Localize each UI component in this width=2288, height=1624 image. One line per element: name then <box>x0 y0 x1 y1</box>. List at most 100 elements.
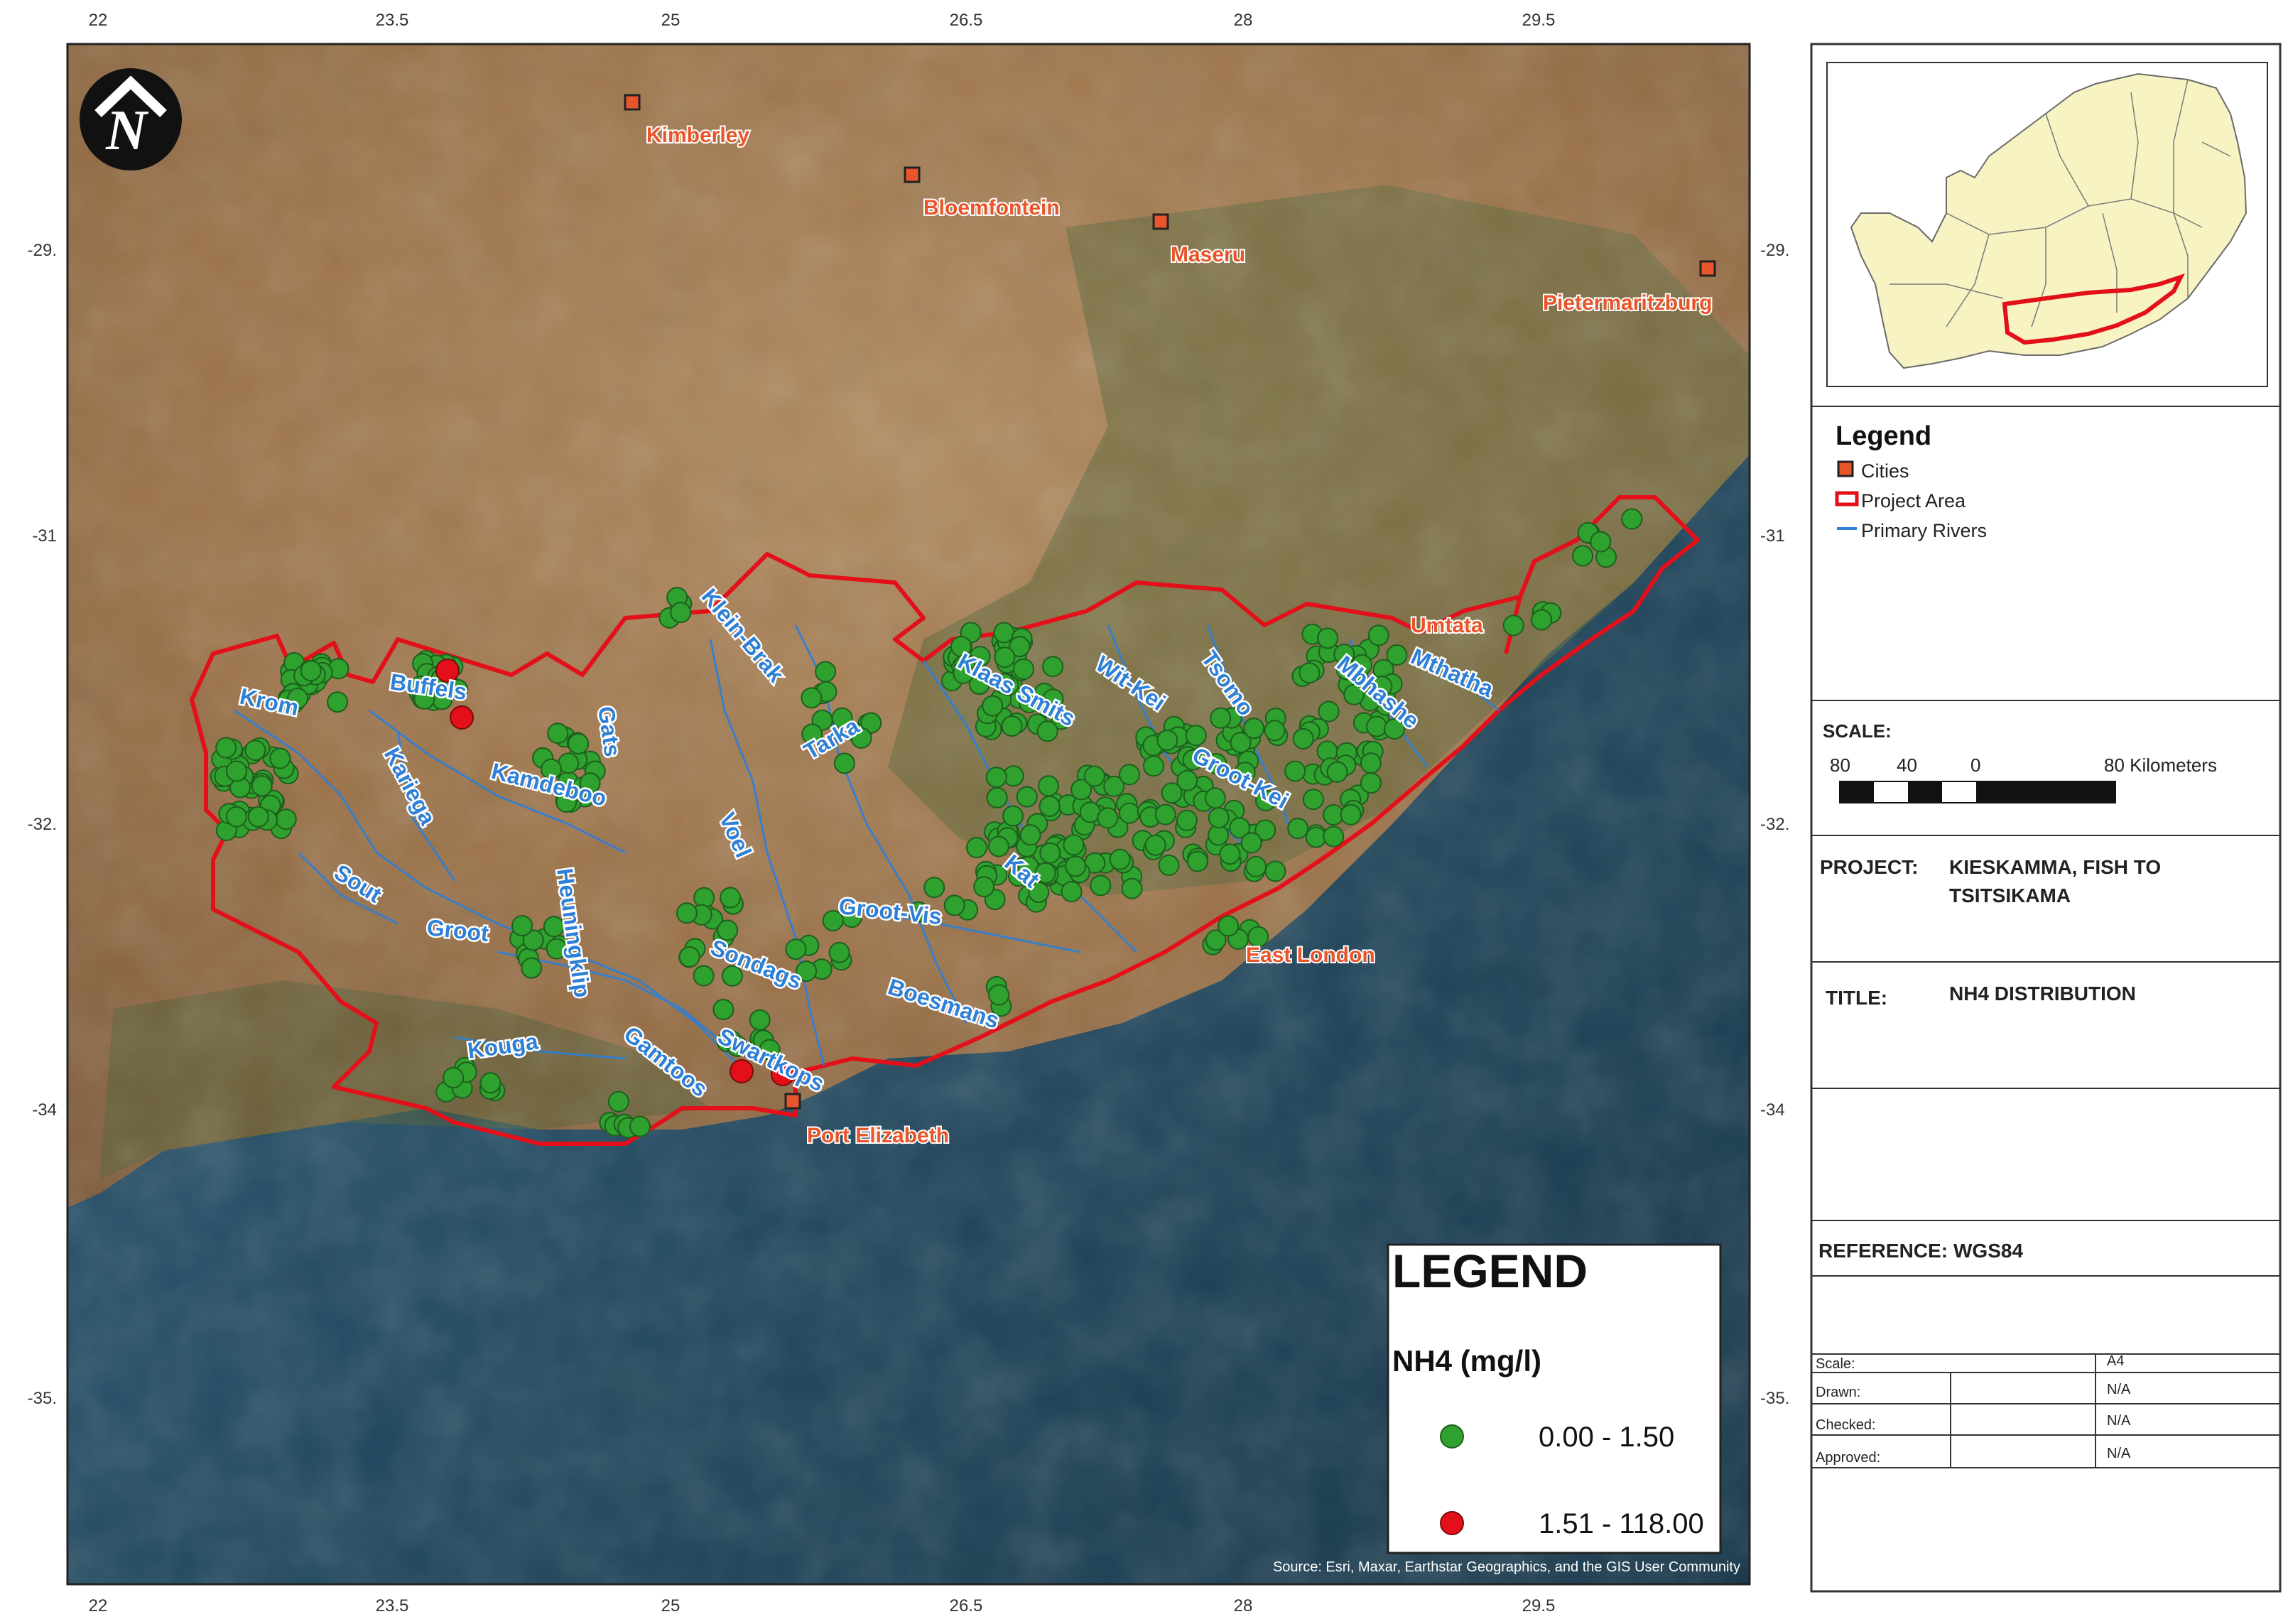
sample-point-low[interactable] <box>1042 656 1064 678</box>
sample-point-low[interactable] <box>1230 732 1252 754</box>
sample-point-low[interactable] <box>1205 753 1227 774</box>
city-port-elizabeth[interactable]: Port Elizabeth <box>784 1093 950 1149</box>
sample-point-low[interactable] <box>568 732 590 754</box>
sample-point-low[interactable] <box>1218 915 1240 937</box>
sample-point-low[interactable] <box>579 772 601 794</box>
sample-point-low[interactable] <box>1343 683 1365 705</box>
sample-point-low[interactable] <box>287 688 309 709</box>
sample-point-low[interactable] <box>1144 834 1166 856</box>
sample-point-low[interactable] <box>1360 752 1382 774</box>
sample-point-low[interactable] <box>1264 720 1286 742</box>
sample-point-high[interactable] <box>730 1059 754 1083</box>
sample-point-low[interactable] <box>1083 765 1105 787</box>
sample-point-low[interactable] <box>1158 854 1180 876</box>
sample-point-low[interactable] <box>251 775 273 797</box>
sample-point-high[interactable] <box>771 1062 795 1086</box>
sample-point-low[interactable] <box>1326 761 1348 783</box>
sample-point-low[interactable] <box>1036 720 1058 742</box>
sample-point-high[interactable] <box>435 659 460 683</box>
sample-point-low[interactable] <box>1042 688 1064 710</box>
sample-point-low[interactable] <box>785 938 807 960</box>
sample-point-high[interactable] <box>450 705 474 730</box>
city-umtata[interactable]: Umtata <box>1409 612 1485 639</box>
sample-point-low[interactable] <box>1240 832 1262 854</box>
city-kimberley[interactable]: Kimberley <box>624 94 751 148</box>
sample-point-low[interactable] <box>850 727 872 749</box>
sample-point-low[interactable] <box>1367 624 1389 646</box>
sample-point-low[interactable] <box>1119 764 1140 786</box>
sample-point-low[interactable] <box>966 837 987 859</box>
sample-point-low[interactable] <box>1255 789 1276 811</box>
sample-point-low[interactable] <box>1366 715 1388 737</box>
sample-point-low[interactable] <box>968 673 990 695</box>
sample-point-low[interactable] <box>727 1035 748 1057</box>
sample-point-low[interactable] <box>1234 762 1256 784</box>
sample-point-low[interactable] <box>1028 882 1050 904</box>
sample-point-low[interactable] <box>676 902 698 924</box>
sample-point-low[interactable] <box>1034 862 1056 884</box>
sample-point-low[interactable] <box>1143 755 1164 777</box>
sample-point-low[interactable] <box>1156 730 1178 751</box>
city-maseru[interactable]: Maseru <box>1152 213 1247 268</box>
sample-point-low[interactable] <box>1340 803 1362 825</box>
sample-point-low[interactable] <box>1292 727 1314 749</box>
sample-point-low[interactable] <box>721 965 743 987</box>
sample-point-low[interactable] <box>986 786 1008 808</box>
sample-point-low[interactable] <box>993 673 1015 695</box>
sample-point-low[interactable] <box>1386 644 1408 666</box>
sample-point-low[interactable] <box>1335 659 1357 681</box>
sample-point-low[interactable] <box>543 916 565 938</box>
sample-point-low[interactable] <box>1002 805 1024 827</box>
sample-point-low[interactable] <box>607 1090 629 1113</box>
sample-point-low[interactable] <box>1097 807 1119 829</box>
sample-point-low[interactable] <box>215 737 237 759</box>
sample-point-low[interactable] <box>712 999 734 1020</box>
sample-point-low[interactable] <box>522 929 544 951</box>
sample-point-low[interactable] <box>511 915 533 937</box>
inset-map[interactable] <box>1826 62 2268 387</box>
sample-point-low[interactable] <box>1204 787 1226 809</box>
sample-point-low[interactable] <box>1070 779 1093 801</box>
sample-point-low[interactable] <box>749 1009 771 1031</box>
sample-point-low[interactable] <box>801 687 823 709</box>
sample-point-low[interactable] <box>1219 843 1241 865</box>
sample-point-low[interactable] <box>1061 881 1083 903</box>
sample-point-low[interactable] <box>1182 749 1204 771</box>
sample-point-low[interactable] <box>300 660 322 682</box>
sample-point-low[interactable] <box>1317 627 1339 649</box>
sample-point-low[interactable] <box>1012 658 1034 680</box>
sample-point-low[interactable] <box>953 662 975 684</box>
sample-point-low[interactable] <box>923 877 945 899</box>
sample-point-low[interactable] <box>479 1072 501 1094</box>
sample-point-low[interactable] <box>828 941 850 963</box>
sample-point-low[interactable] <box>546 938 568 960</box>
sample-point-low[interactable] <box>1121 877 1143 899</box>
sample-point-low[interactable] <box>1621 508 1643 530</box>
city-bloemfontein[interactable]: Bloemfontein <box>904 166 1061 221</box>
sample-point-low[interactable] <box>1590 531 1612 553</box>
sample-point-low[interactable] <box>1038 775 1059 797</box>
sample-point-low[interactable] <box>1298 662 1321 684</box>
sample-point-low[interactable] <box>1050 708 1072 730</box>
sample-point-low[interactable] <box>1531 609 1553 631</box>
sample-point-low[interactable] <box>629 1115 651 1137</box>
sample-point-low[interactable] <box>1176 809 1198 831</box>
sample-point-low[interactable] <box>244 740 266 762</box>
sample-point-low[interactable] <box>1019 824 1041 846</box>
sample-point-low[interactable] <box>801 723 823 745</box>
sample-point-low[interactable] <box>1019 692 1041 713</box>
sample-point-low[interactable] <box>1161 782 1183 804</box>
sample-point-low[interactable] <box>1302 789 1324 811</box>
sample-point-low[interactable] <box>988 984 1010 1006</box>
sample-point-low[interactable] <box>717 919 739 941</box>
sample-point-low[interactable] <box>1065 855 1087 877</box>
sample-point-low[interactable] <box>1186 850 1208 872</box>
sample-point-low[interactable] <box>670 602 692 624</box>
sample-point-low[interactable] <box>1109 848 1131 870</box>
sample-point-low[interactable] <box>547 722 569 745</box>
sample-point-low[interactable] <box>275 808 297 830</box>
sample-point-low[interactable] <box>247 806 269 828</box>
sample-point-low[interactable] <box>1572 545 1594 567</box>
sample-point-low[interactable] <box>908 901 929 923</box>
sample-point-low[interactable] <box>327 691 349 713</box>
